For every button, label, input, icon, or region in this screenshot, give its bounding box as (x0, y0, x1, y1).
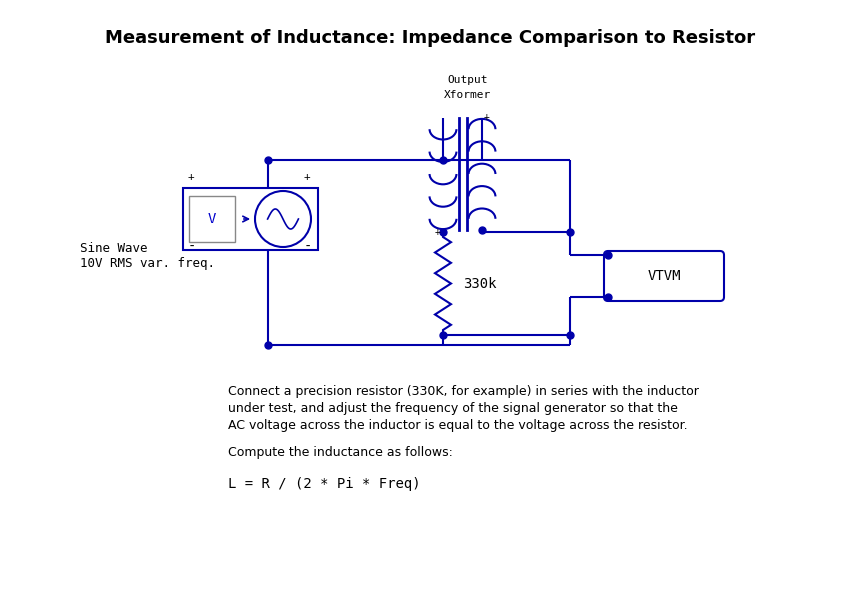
Text: V: V (208, 212, 216, 226)
Text: Output: Output (447, 75, 488, 85)
Text: Sine Wave: Sine Wave (80, 242, 148, 255)
Text: +: + (188, 172, 194, 182)
Text: under test, and adjust the frequency of the signal generator so that the: under test, and adjust the frequency of … (228, 402, 678, 415)
Text: AC voltage across the inductor is equal to the voltage across the resistor.: AC voltage across the inductor is equal … (228, 419, 688, 432)
Text: +: + (304, 172, 310, 182)
Text: Xformer: Xformer (444, 90, 491, 100)
FancyBboxPatch shape (189, 196, 235, 242)
Text: VTVM: VTVM (648, 269, 681, 283)
Text: Measurement of Inductance: Impedance Comparison to Resistor: Measurement of Inductance: Impedance Com… (105, 29, 755, 47)
Text: L = R / (2 * Pi * Freq): L = R / (2 * Pi * Freq) (228, 477, 421, 491)
FancyBboxPatch shape (183, 188, 318, 250)
Text: -: - (188, 240, 196, 254)
Text: 10V RMS var. freq.: 10V RMS var. freq. (80, 256, 215, 269)
Text: +: + (484, 112, 490, 122)
Text: +: + (435, 227, 441, 237)
FancyBboxPatch shape (604, 251, 724, 301)
Text: -: - (304, 240, 312, 254)
Text: 330k: 330k (463, 277, 496, 290)
Text: Connect a precision resistor (330K, for example) in series with the inductor: Connect a precision resistor (330K, for … (228, 385, 699, 398)
Text: Compute the inductance as follows:: Compute the inductance as follows: (228, 446, 453, 459)
